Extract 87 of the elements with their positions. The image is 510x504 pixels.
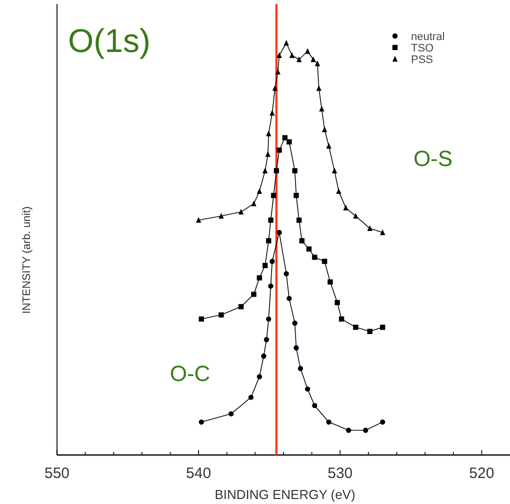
point [198,419,204,425]
point [292,320,298,326]
point [332,168,338,174]
point [264,337,270,342]
point [294,345,299,350]
point [306,246,312,252]
point [218,312,224,318]
point [251,200,256,206]
point [312,402,318,408]
point [268,218,274,223]
legend-label: PSS [411,54,434,66]
point [296,56,302,62]
point [276,52,282,58]
legend-label: TSO [411,42,434,54]
point [198,316,204,322]
point [228,411,234,416]
point [298,366,304,372]
point [218,212,224,219]
point [261,354,266,359]
point [338,316,344,322]
point [353,212,358,219]
legend-label: neutral [411,31,445,43]
point [270,192,276,198]
point [284,40,289,46]
point [256,374,262,380]
x-tick-label: 550 [44,465,70,482]
point [270,258,275,264]
point [266,238,272,244]
point [334,300,340,306]
point [248,394,254,400]
point [336,188,342,194]
point [274,168,280,174]
point [310,56,316,62]
point [284,271,289,276]
point [319,106,324,112]
point [196,217,202,223]
point [367,328,372,334]
point [265,151,271,157]
point [256,188,262,194]
point [380,229,386,236]
point [367,225,372,231]
point [238,208,244,215]
x-tick-label: 520 [469,465,494,482]
point [316,85,322,91]
annotation: O-S [413,146,453,171]
point [289,52,295,58]
point [312,254,318,260]
point [294,192,299,198]
point [304,386,310,392]
point [363,428,368,433]
point [326,419,332,425]
point [299,238,305,244]
annotation: O-C [170,360,210,386]
point [272,85,278,91]
x-tick-label: 540 [186,465,212,482]
point [282,135,288,140]
chart-title: O(1s) [68,22,150,59]
point [238,304,244,310]
x-tick-label: 530 [328,465,353,482]
point [322,258,328,264]
point [266,316,272,322]
point [322,126,328,132]
point [266,130,272,136]
point [262,168,268,174]
point [328,279,333,285]
point [346,428,352,433]
point [268,283,274,289]
point [256,275,262,280]
point [251,292,256,297]
point [380,419,386,425]
point [314,60,320,66]
point [270,110,275,116]
point [276,148,282,153]
point [353,324,358,330]
x-axis-title: BINDING ENERGY (eV) [214,487,356,502]
point [326,142,332,149]
point [286,296,292,302]
point [262,262,268,268]
point [380,324,386,330]
y-axis-title: INTENSITY (arb. unit) [21,206,33,314]
point [286,139,292,144]
point [292,168,298,174]
point [275,68,280,74]
point [296,218,302,223]
point [343,204,348,210]
point [276,230,282,236]
point [304,48,310,54]
